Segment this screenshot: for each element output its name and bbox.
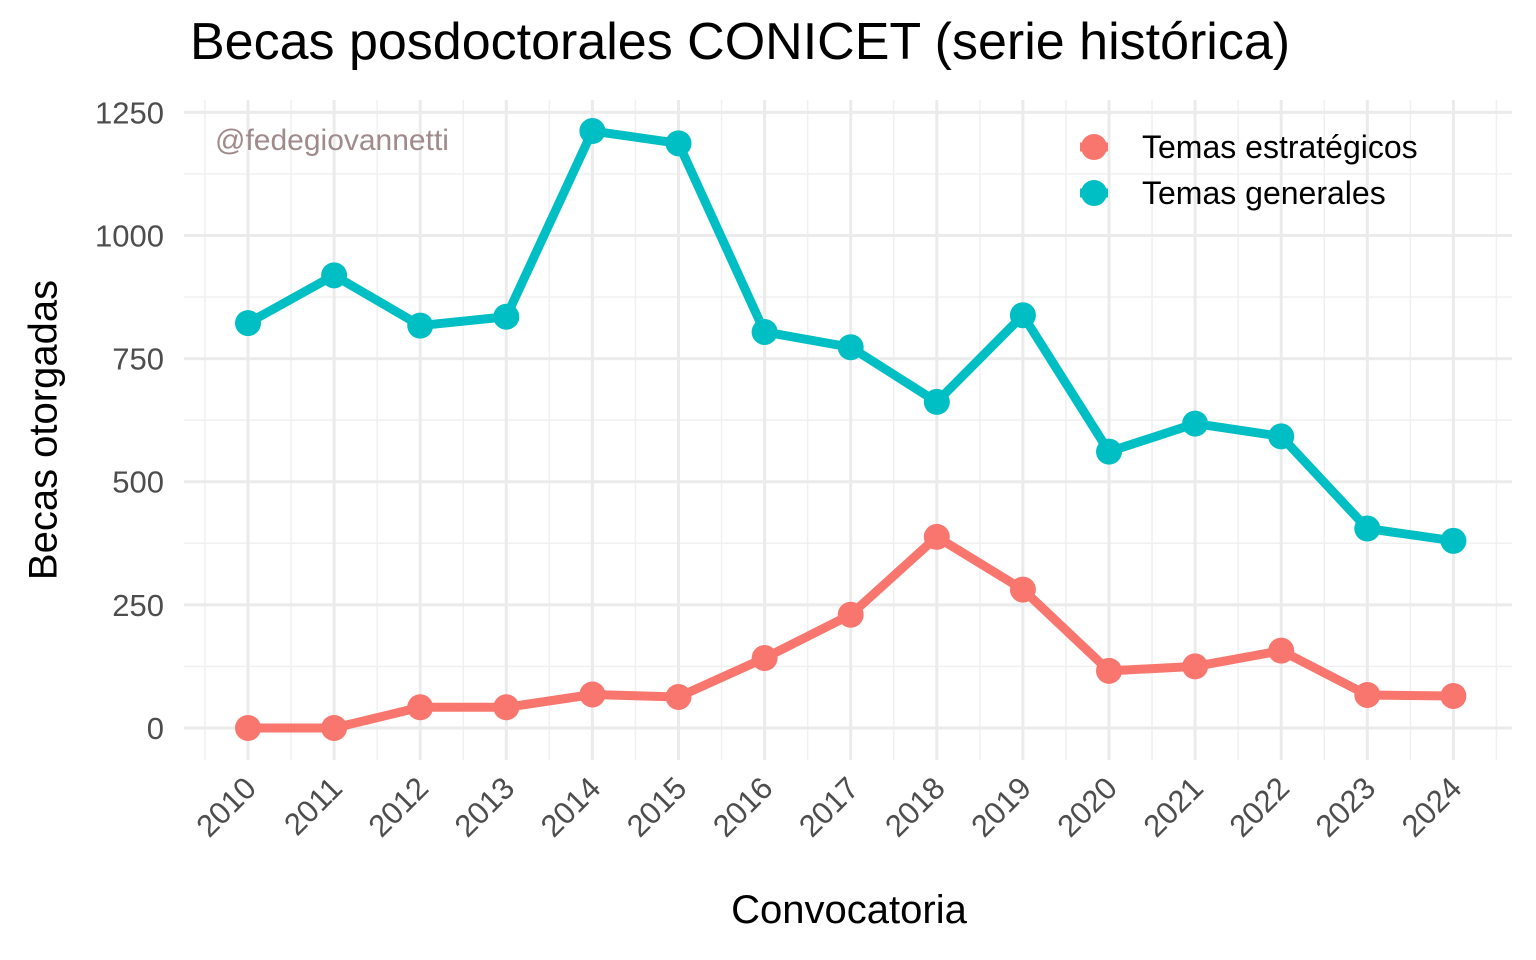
series-2: [235, 118, 1467, 554]
data-point: [1440, 527, 1467, 554]
data-point: [1009, 576, 1036, 603]
y-tick-label: 0: [147, 711, 164, 746]
data-point: [579, 681, 606, 708]
x-tick-label: 2023: [1309, 770, 1383, 844]
x-tick-label: 2013: [448, 770, 522, 844]
data-point: [1354, 681, 1381, 708]
data-point: [1009, 302, 1036, 329]
data-point: [493, 694, 520, 721]
x-tick-label: 2024: [1395, 770, 1469, 844]
data-point: [923, 388, 950, 415]
y-tick-label: 1250: [95, 95, 164, 130]
x-tick-label: 2014: [534, 770, 608, 844]
legend: Temas estratégicos Temas generales: [1080, 129, 1418, 211]
data-point: [1440, 682, 1467, 709]
y-tick-label: 250: [112, 588, 164, 623]
data-point: [1182, 410, 1209, 437]
x-tick-label: 2019: [964, 770, 1038, 844]
x-tick-label: 2021: [1137, 770, 1211, 844]
x-axis-title: Convocatoria: [731, 888, 967, 932]
data-point: [493, 303, 520, 330]
data-point: [1096, 438, 1122, 465]
data-point: [407, 312, 434, 339]
data-point: [235, 310, 261, 337]
watermark-text: @fedegiovannetti: [215, 124, 449, 157]
x-tick-label: 2015: [620, 770, 694, 844]
x-tick-label: 2018: [878, 770, 952, 844]
series-1: [235, 523, 1467, 741]
data-point: [321, 262, 348, 289]
data-point: [751, 318, 778, 345]
x-tick-label: 2020: [1050, 770, 1124, 844]
data-point: [407, 694, 434, 721]
data-point: [837, 334, 864, 361]
data-point: [1354, 515, 1381, 542]
x-tick-label: 2011: [277, 770, 349, 842]
data-point: [665, 130, 692, 157]
legend-key-point: [1081, 180, 1107, 206]
data-point: [235, 714, 261, 741]
y-tick-label: 500: [112, 465, 164, 500]
chart-title: Becas posdoctorales CONICET (serie histó…: [190, 13, 1291, 71]
y-tick-label: 1000: [95, 218, 164, 253]
x-tick-label: 2022: [1223, 770, 1297, 844]
y-tick-label: 750: [112, 342, 164, 377]
legend-label: Temas generales: [1142, 175, 1386, 211]
data-point: [1096, 657, 1122, 684]
data-point: [665, 683, 692, 710]
data-point: [1268, 423, 1295, 450]
data-point: [579, 118, 606, 145]
data-point: [321, 714, 348, 741]
data-point: [837, 601, 864, 628]
legend-key-point: [1081, 134, 1107, 160]
legend-label: Temas estratégicos: [1142, 129, 1418, 165]
x-tick-label: 2010: [189, 770, 263, 844]
data-point: [751, 645, 778, 672]
x-tick-label: 2017: [792, 770, 866, 844]
data-point: [923, 523, 950, 550]
x-tick-label: 2016: [706, 770, 780, 844]
data-point: [1182, 653, 1209, 680]
data-point: [1268, 637, 1295, 664]
x-tick-label: 2012: [362, 770, 436, 844]
